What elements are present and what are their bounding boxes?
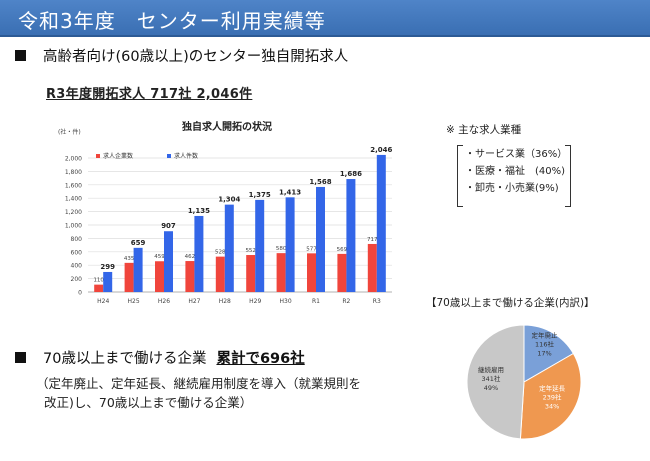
note-item: ・医療・福祉 (40%)	[465, 166, 566, 177]
x-tick-label: R2	[342, 298, 350, 305]
legend-label: 求人件数	[174, 152, 198, 160]
bar-jobs	[346, 179, 356, 292]
y-tick-label: 1,200	[65, 209, 82, 216]
pie-chart-title: 【70歳以上まで働ける企業(内訳)】	[426, 297, 595, 309]
bar-jobs	[376, 154, 386, 292]
bar-jobs	[194, 215, 204, 292]
data-label-companies: 435	[124, 256, 135, 262]
chart-subheading: R3年度開拓求人 717社 2,046件	[46, 87, 253, 102]
y-tick-label: 1,600	[65, 182, 82, 189]
data-label-jobs: 1,413	[279, 188, 301, 196]
header-bar: 令和3年度 センター利用実績等	[0, 0, 650, 37]
bar-companies	[185, 261, 195, 292]
bar-jobs	[133, 247, 143, 292]
x-tick-label: H26	[158, 298, 170, 305]
data-label-jobs: 1,568	[309, 178, 331, 186]
x-tick-label: H27	[188, 298, 200, 305]
section2-text: 70歳以上まで働ける企業	[43, 351, 207, 367]
page-title: 令和3年度 センター利用実績等	[18, 9, 326, 33]
data-label-companies: 552	[245, 248, 256, 254]
y-tick-label: 1,000	[65, 223, 82, 230]
data-label-jobs: 1,135	[188, 207, 210, 215]
data-label-companies: 528	[215, 250, 226, 256]
data-label-jobs: 1,686	[340, 170, 362, 178]
bar-companies	[307, 253, 316, 292]
note-item: ・卸売・小売業(9%)	[465, 183, 559, 194]
pie-slice	[466, 324, 525, 440]
bar-companies	[367, 243, 377, 292]
pie-slice	[519, 352, 582, 440]
bar-companies	[94, 284, 104, 292]
bar-companies	[246, 255, 256, 292]
y-tick-label: 600	[71, 249, 83, 256]
bar-jobs	[255, 199, 265, 292]
data-label-companies: 717	[367, 237, 378, 243]
y-tick-label: 400	[71, 263, 83, 270]
pie-label: 239社	[543, 392, 562, 401]
section1-heading: 高齢者向け(60歳以上)のセンター独自開拓求人	[43, 49, 349, 65]
pie-label: 17%	[537, 349, 551, 357]
y-tick-label: 1,400	[65, 196, 82, 203]
x-tick-label: H29	[249, 298, 261, 305]
x-tick-label: R1	[312, 298, 320, 305]
data-label-companies: 580	[276, 246, 287, 252]
data-label-jobs: 907	[161, 222, 176, 230]
bar-companies	[155, 261, 164, 292]
bar-jobs	[224, 204, 234, 292]
data-label-companies: 577	[306, 246, 317, 252]
data-label-jobs: 1,304	[218, 196, 240, 204]
bar-jobs	[285, 197, 295, 292]
section2-heading: 70歳以上まで働ける企業 累計で696社	[43, 347, 305, 368]
legend-swatch	[167, 154, 171, 158]
legend-label: 求人企業数	[103, 152, 133, 160]
y-tick-label: 0	[78, 290, 82, 297]
data-label-jobs: 659	[131, 239, 146, 247]
data-label-companies: 462	[185, 254, 196, 260]
legend-swatch	[96, 154, 100, 158]
pie-slice	[523, 324, 575, 383]
bullet-square-icon	[15, 352, 26, 363]
bar-companies	[337, 253, 347, 292]
x-tick-label: H25	[128, 298, 140, 305]
data-label-jobs: 299	[100, 263, 115, 271]
data-label-jobs: 1,375	[249, 191, 271, 199]
bar-chart: (社・件) 独自求人開拓の状況 0 200 400 600 800 1,000 1,200 1,4…	[58, 120, 392, 305]
pie-label: 継続雇用	[478, 365, 504, 374]
data-label-companies: 110	[93, 278, 104, 284]
x-tick-label: H28	[219, 298, 231, 305]
section2-emphasis: 累計で696社	[216, 351, 305, 367]
pie-label: 116社	[535, 339, 554, 348]
data-label-companies: 569	[337, 247, 348, 253]
y-tick-label: 800	[71, 236, 83, 243]
y-tick-label: 200	[71, 276, 83, 283]
bar-companies	[276, 253, 286, 292]
bar-jobs	[316, 186, 325, 292]
pie-label: 定年廃止	[532, 330, 559, 339]
bar-chart-title: 独自求人開拓の状況	[182, 120, 272, 133]
bar-jobs	[103, 271, 113, 292]
x-tick-label: H24	[97, 298, 109, 305]
pie-label: 定年延長	[539, 383, 566, 392]
section2-description-line1: （定年廃止、定年延長、継続雇用制度を導入（就業規則を	[36, 376, 362, 391]
y-tick-label: 2,000	[65, 156, 82, 163]
bar-companies	[124, 262, 134, 292]
bar-jobs	[164, 231, 173, 292]
pie-label: 341社	[481, 374, 500, 383]
bullet-square-icon	[15, 50, 26, 61]
data-label-companies: 459	[154, 254, 165, 260]
section2-description-line2: 改正)し、70歳以上まで働ける企業）	[44, 395, 253, 410]
note-title: ※ 主な求人業種	[446, 124, 522, 136]
bar-companies	[215, 256, 225, 292]
pie-label: 49%	[484, 384, 498, 392]
note-item: ・サービス業（36%）	[465, 149, 568, 160]
x-tick-label: H30	[280, 298, 292, 305]
data-label-jobs: 2,046	[370, 146, 392, 154]
y-axis-label: (社・件)	[58, 128, 81, 136]
note-box: ・サービス業（36%） ・医療・福祉 (40%) ・卸売・小売業(9%)	[457, 145, 571, 207]
y-tick-label: 1,800	[65, 169, 82, 176]
x-tick-label: R3	[373, 298, 381, 305]
pie-label: 34%	[545, 402, 559, 410]
